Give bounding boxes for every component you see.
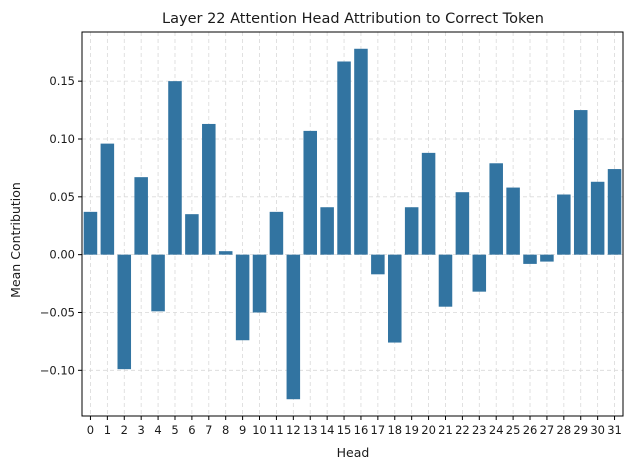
bar-head-21: [438, 254, 453, 307]
y-tick-label: 0.10: [49, 132, 75, 146]
bar-head-2: [117, 254, 132, 370]
bar-head-22: [455, 192, 470, 255]
grid-layer: [82, 32, 623, 416]
bar-head-13: [303, 130, 317, 255]
bar-head-30: [590, 181, 605, 255]
x-tick-label: 27: [540, 423, 555, 437]
bar-head-29: [573, 110, 588, 255]
x-tick-label: 0: [87, 423, 94, 437]
plot-frame: [81, 31, 624, 417]
bar-head-3: [134, 177, 148, 255]
x-tick-label: 17: [371, 423, 386, 437]
x-tick-label: 8: [222, 423, 229, 437]
bar-head-4: [151, 254, 165, 312]
x-tick-label: 19: [404, 423, 419, 437]
bar-head-9: [235, 254, 250, 341]
x-tick-label: 2: [121, 423, 128, 437]
bars-layer: [83, 48, 622, 400]
x-tick-label: 11: [269, 423, 284, 437]
y-tick-label: 0.00: [49, 248, 75, 262]
bar-head-11: [269, 211, 284, 255]
x-tick-label: 20: [421, 423, 436, 437]
bar-head-19: [404, 207, 419, 255]
bar-head-14: [320, 207, 334, 255]
x-tick-label: 24: [489, 423, 504, 437]
bar-head-15: [337, 61, 351, 255]
chart-title: Layer 22 Attention Head Attribution to C…: [162, 11, 544, 27]
bar-head-18: [388, 254, 402, 343]
x-tick-label: 31: [607, 423, 622, 437]
x-tick-label: 3: [138, 423, 145, 437]
bar-head-5: [168, 81, 182, 255]
x-tick-label: 30: [590, 423, 605, 437]
bar-head-31: [607, 169, 622, 255]
bar-head-0: [83, 211, 98, 255]
bar-head-16: [354, 48, 368, 255]
x-tick-label: 6: [188, 423, 195, 437]
x-tick-label: 10: [252, 423, 267, 437]
bar-head-8: [218, 251, 233, 255]
bar-head-25: [506, 187, 520, 255]
bar-head-28: [557, 194, 571, 255]
x-tick-label: 14: [320, 423, 335, 437]
bar-head-1: [100, 143, 115, 255]
x-tick-label: 23: [472, 423, 487, 437]
x-tick-label: 21: [438, 423, 453, 437]
x-tick-label: 1: [104, 423, 111, 437]
y-axis-label: Mean Contribution: [8, 182, 23, 298]
x-tick-label: 25: [506, 423, 521, 437]
x-tick-label: 16: [354, 423, 369, 437]
bar-head-10: [252, 254, 267, 313]
x-tick-label: 13: [303, 423, 318, 437]
x-tick-label: 28: [557, 423, 572, 437]
x-tick-label: 26: [523, 423, 538, 437]
x-tick-label: 15: [337, 423, 352, 437]
y-tick-label: −0.10: [40, 363, 75, 377]
axes-layer: −0.10−0.050.000.050.100.150 1 2 3 4 5 6 7 8 9 10 11…: [40, 31, 624, 437]
bar-head-12: [286, 254, 301, 400]
x-tick-label: 29: [573, 423, 588, 437]
y-tick-label: 0.15: [49, 74, 75, 88]
x-tick-label: 12: [286, 423, 301, 437]
bar-head-26: [523, 254, 537, 264]
x-tick-label: 18: [387, 423, 402, 437]
bar-head-23: [472, 254, 487, 292]
bar-head-17: [371, 254, 385, 275]
bar-head-7: [202, 123, 216, 255]
y-tick-label: 0.05: [49, 190, 75, 204]
bar-head-6: [185, 214, 199, 255]
x-tick-label: 7: [205, 423, 212, 437]
bar-head-20: [421, 152, 436, 255]
bar-head-27: [540, 254, 554, 262]
y-tick-label: −0.05: [40, 305, 75, 319]
bar-head-24: [489, 163, 503, 255]
x-tick-label: 4: [154, 423, 161, 437]
x-tick-label: 5: [171, 423, 178, 437]
x-tick-label: 9: [239, 423, 246, 437]
x-tick-label: 22: [455, 423, 470, 437]
x-axis-label: Head: [337, 445, 370, 460]
